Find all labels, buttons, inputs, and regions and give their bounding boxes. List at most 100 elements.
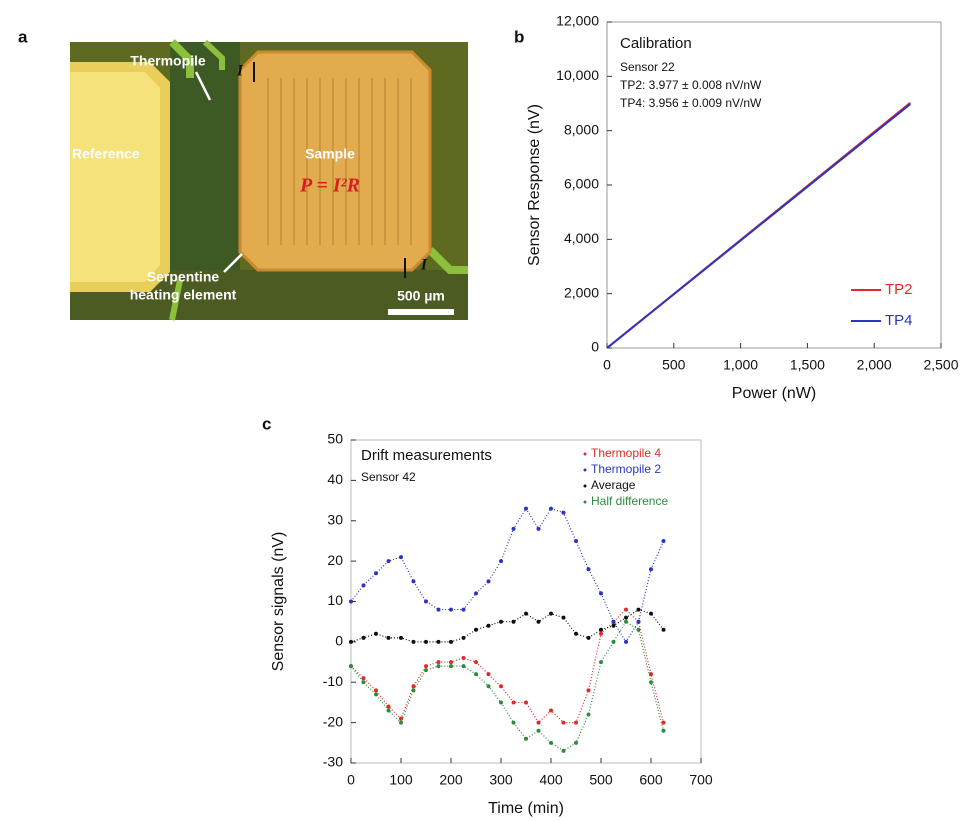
scale-label: 500 µm: [397, 288, 445, 304]
data-point: [624, 620, 628, 624]
panel-label: b: [514, 27, 524, 46]
legend-swatch: [584, 485, 587, 488]
micrograph: Thermopile Reference Sample P = I²R Serp…: [70, 42, 468, 320]
data-point: [374, 688, 378, 692]
x-tick-label: 300: [489, 772, 513, 788]
data-point: [462, 656, 466, 660]
y-tick-label: 0: [591, 339, 599, 355]
data-point: [499, 700, 503, 704]
data-point: [612, 624, 616, 628]
annotation: Drift measurements: [361, 447, 492, 464]
data-point: [462, 636, 466, 640]
data-point: [587, 688, 591, 692]
x-tick-label: 100: [389, 772, 413, 788]
y-tick-label: 30: [327, 511, 343, 527]
data-point: [624, 640, 628, 644]
data-point: [387, 704, 391, 708]
data-point: [424, 664, 428, 668]
data-point: [562, 749, 566, 753]
data-point: [524, 507, 528, 511]
y-tick-label: 12,000: [556, 13, 599, 29]
data-point: [349, 640, 353, 644]
data-point: [549, 612, 553, 616]
data-point: [637, 608, 641, 612]
data-point: [387, 709, 391, 713]
data-point: [612, 640, 616, 644]
data-point: [599, 660, 603, 664]
legend-label: Thermopile 2: [591, 462, 661, 476]
data-point: [449, 660, 453, 664]
data-point: [412, 640, 416, 644]
series-trace: [351, 509, 664, 642]
data-point: [424, 668, 428, 672]
data-point: [399, 721, 403, 725]
data-point: [662, 721, 666, 725]
data-point: [512, 527, 516, 531]
x-tick-label: 0: [347, 772, 355, 788]
x-tick-label: 200: [439, 772, 463, 788]
data-point: [599, 632, 603, 636]
data-point: [599, 628, 603, 632]
current-label: I: [420, 257, 428, 274]
x-tick-label: 2,000: [857, 357, 892, 373]
legend-swatch: [584, 453, 587, 456]
x-tick-label: 600: [639, 772, 663, 788]
data-point: [524, 612, 528, 616]
y-tick-label: 0: [335, 633, 343, 649]
data-point: [649, 612, 653, 616]
data-point: [374, 571, 378, 575]
data-point: [349, 600, 353, 604]
legend-swatch: [584, 501, 587, 504]
annotation: TP2: 3.977 ± 0.008 nV/nW: [620, 78, 762, 92]
data-point: [449, 640, 453, 644]
data-point: [612, 620, 616, 624]
x-tick-label: 700: [689, 772, 713, 788]
photo-label: Reference: [72, 146, 140, 162]
data-point: [649, 567, 653, 571]
data-point: [662, 539, 666, 543]
data-point: [549, 741, 553, 745]
data-point: [637, 620, 641, 624]
y-tick-label: 10: [327, 592, 343, 608]
x-tick-label: 1,000: [723, 357, 758, 373]
x-axis-title: Power (nW): [732, 385, 816, 402]
panel-label: a: [18, 27, 28, 46]
data-point: [412, 579, 416, 583]
data-point: [537, 721, 541, 725]
x-tick-label: 500: [662, 357, 686, 373]
formula: P = I²R: [299, 175, 360, 197]
data-point: [412, 688, 416, 692]
data-point: [574, 632, 578, 636]
data-point: [474, 628, 478, 632]
data-point: [424, 640, 428, 644]
x-tick-label: 400: [539, 772, 563, 788]
legend-label: Average: [591, 478, 636, 492]
data-point: [487, 672, 491, 676]
x-tick-label: 1,500: [790, 357, 825, 373]
data-point: [362, 636, 366, 640]
panel-label: c: [262, 414, 271, 433]
data-point: [387, 559, 391, 563]
legend-label: Half difference: [591, 494, 668, 508]
data-point: [512, 700, 516, 704]
y-tick-label: 20: [327, 552, 343, 568]
data-point: [449, 664, 453, 668]
data-point: [362, 680, 366, 684]
legend-swatch: [584, 469, 587, 472]
data-point: [474, 660, 478, 664]
series-trace: [351, 610, 664, 642]
y-tick-label: 4,000: [564, 230, 599, 246]
data-point: [574, 721, 578, 725]
data-point: [587, 713, 591, 717]
y-tick-label: 40: [327, 471, 343, 487]
y-tick-label: -20: [323, 713, 343, 729]
y-tick-label: 6,000: [564, 176, 599, 192]
data-point: [437, 608, 441, 612]
data-point: [499, 559, 503, 563]
data-point: [562, 511, 566, 515]
photo-label: Serpentine: [147, 269, 220, 285]
data-point: [362, 676, 366, 680]
legend-label: Thermopile 4: [591, 446, 661, 460]
data-point: [487, 684, 491, 688]
current-label: I: [236, 63, 244, 80]
